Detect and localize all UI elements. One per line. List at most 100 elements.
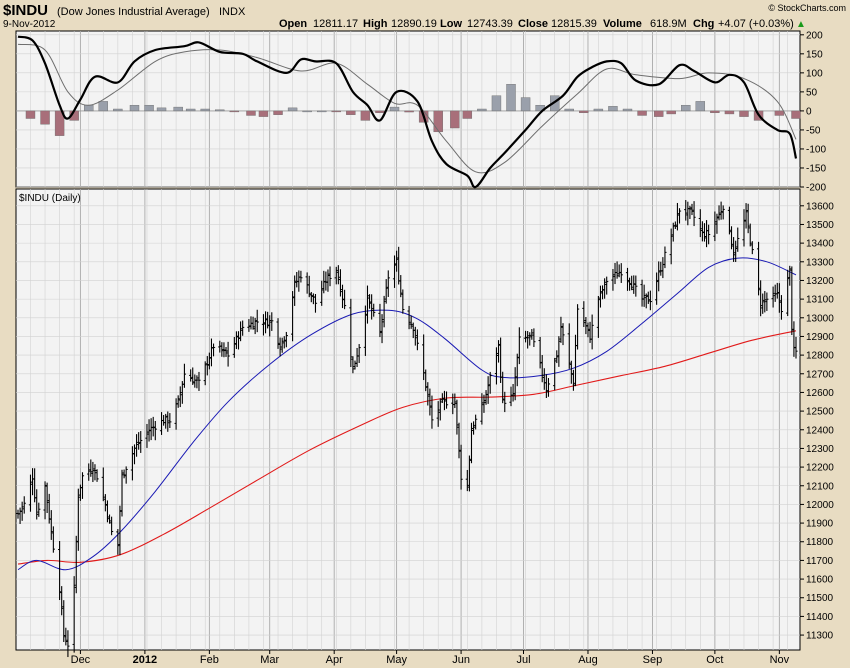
- macd-histogram-bar: [331, 110, 341, 113]
- price-tick-label: 12100: [806, 481, 834, 492]
- close-value: 12815.39: [551, 18, 597, 30]
- macd-histogram-bar: [129, 104, 140, 112]
- close-label: Close: [518, 18, 548, 30]
- month-label: Sep: [643, 654, 663, 666]
- high-label: High: [363, 18, 388, 30]
- macd-tick-label: -50: [806, 125, 821, 136]
- open-label: Open: [279, 18, 307, 30]
- macd-tick-label: -100: [806, 144, 826, 155]
- price-bars: [16, 200, 798, 658]
- macd-tick-label: -150: [806, 163, 826, 174]
- macd-histogram-bar: [433, 110, 443, 133]
- change-value: +4.07 (+0.03%): [718, 18, 794, 30]
- macd-tick-label: -200: [806, 183, 826, 194]
- month-label: Nov: [770, 654, 790, 666]
- month-label: May: [386, 654, 407, 666]
- macd-tick-label: 100: [806, 68, 823, 79]
- price-tick-label: 13200: [806, 276, 834, 287]
- price-tick-label: 13400: [806, 239, 834, 250]
- macd-histogram-bar: [185, 108, 196, 112]
- macd-histogram-bar: [491, 95, 502, 112]
- macd-histogram-bar: [215, 109, 225, 112]
- month-label: Oct: [706, 654, 723, 666]
- macd-histogram-bar: [173, 106, 183, 112]
- macd-axis: 200 150 100 50 0 -50 -100 -150 -200: [800, 30, 826, 194]
- price-tick-label: 13600: [806, 201, 834, 212]
- price-tick-label: 12000: [806, 500, 834, 511]
- price-panel-title: $INDU (Daily): [19, 193, 81, 204]
- up-arrow-icon: ▲: [796, 19, 806, 30]
- price-tick-label: 11700: [806, 556, 834, 567]
- macd-histogram-bar: [739, 110, 749, 117]
- macd-histogram-bar: [25, 110, 36, 119]
- macd-histogram-bar: [144, 104, 154, 112]
- high-value: 12890.19: [391, 18, 437, 30]
- price-tick-label: 13000: [806, 313, 834, 324]
- macd-panel: 200 150 100 50 0 -50 -100 -150 -200: [15, 30, 826, 194]
- macd-histogram-bar: [593, 108, 604, 112]
- price-tick-label: 12600: [806, 388, 834, 399]
- price-tick-label: 12800: [806, 351, 834, 362]
- month-label: Apr: [326, 654, 343, 666]
- macd-histogram-bar: [54, 110, 65, 136]
- chart-header: $INDU (Dow Jones Industrial Average) IND…: [3, 2, 846, 30]
- macd-tick-label: 50: [806, 87, 818, 98]
- macd-histogram-bar: [608, 106, 618, 112]
- macd-histogram-bar: [302, 110, 312, 113]
- macd-histogram-bar: [710, 110, 720, 114]
- macd-histogram-bar: [579, 110, 589, 114]
- macd-line: [17, 35, 798, 189]
- price-tick-label: 12900: [806, 332, 834, 343]
- price-tick-label: 11800: [806, 537, 834, 548]
- price-tick-label: 12200: [806, 463, 834, 474]
- price-tick-label: 11900: [806, 519, 834, 530]
- price-tick-label: 13300: [806, 257, 834, 268]
- macd-histogram-bar: [40, 110, 50, 125]
- price-tick-label: 13100: [806, 295, 834, 306]
- month-label: Mar: [260, 654, 279, 666]
- macd-histogram-bar: [317, 110, 327, 113]
- month-label: Feb: [200, 654, 219, 666]
- macd-histogram-bar: [375, 110, 385, 114]
- macd-tick-label: 200: [806, 30, 823, 41]
- macd-histogram-bar: [654, 110, 664, 117]
- price-grid: [16, 189, 800, 650]
- macd-histogram-bar: [462, 110, 473, 119]
- macd-histogram-bar: [520, 97, 531, 112]
- price-panel: $INDU (Daily) 13600135001340013300132001…: [15, 188, 834, 666]
- macd-histogram-bar: [346, 110, 356, 115]
- macd-histogram-bar: [84, 104, 94, 112]
- price-panel-background: [15, 188, 801, 651]
- open-value: 12811.17: [313, 18, 358, 30]
- macd-histogram-bar: [774, 110, 785, 116]
- low-label: Low: [440, 18, 462, 30]
- price-tick-label: 11500: [806, 593, 834, 604]
- month-label: Jun: [452, 654, 470, 666]
- month-axis: Dec 2012 Feb Mar Apr May Jun Jul Aug Sep Oct Nov: [71, 650, 790, 666]
- volume-value: 618.9M: [650, 18, 687, 30]
- macd-histogram-bar: [564, 108, 574, 112]
- macd-histogram-bar: [695, 101, 706, 112]
- price-axis: 13600 13500 13400 13300 13200 13100 13000 12900…: [800, 201, 834, 642]
- low-value: 12743.39: [467, 18, 513, 30]
- macd-histogram-bar: [681, 104, 691, 112]
- price-tick-label: 11300: [806, 631, 834, 642]
- price-tick-label: 11600: [806, 575, 834, 586]
- macd-histogram-bar: [791, 110, 801, 119]
- month-label: Aug: [578, 654, 598, 666]
- price-tick-label: 13500: [806, 220, 834, 231]
- price-tick-label: 12700: [806, 369, 834, 380]
- symbol-title: $INDU: [3, 2, 48, 19]
- price-tick-label: 12300: [806, 444, 834, 455]
- macd-histogram-bar: [98, 101, 108, 112]
- macd-histogram-bar: [506, 84, 516, 112]
- macd-tick-label: 150: [806, 49, 823, 60]
- price-tick-label: 12500: [806, 407, 834, 418]
- month-label: 2012: [133, 654, 157, 666]
- macd-histogram-bar: [246, 110, 256, 116]
- macd-histogram-bar: [273, 110, 283, 115]
- change-label: Chg: [693, 18, 714, 30]
- month-label: Dec: [71, 654, 91, 666]
- macd-histogram-bar: [360, 110, 371, 121]
- macd-histogram-bar: [200, 108, 210, 112]
